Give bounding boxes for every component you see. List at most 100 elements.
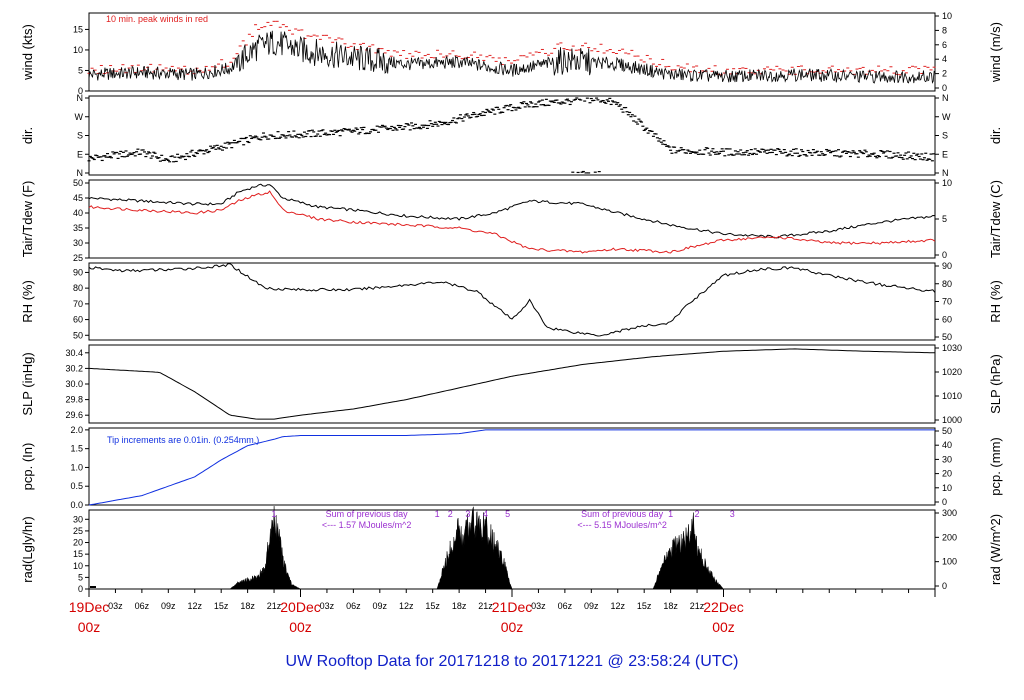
time-tick-label: 21z	[478, 601, 493, 611]
day-label-date: 19Dec	[69, 599, 109, 615]
radiation-area	[89, 506, 935, 590]
time-tick-label: 03z	[108, 601, 123, 611]
temperature-ytick-label-left: 25	[73, 253, 83, 263]
pressure-ytick-label-left: 30.0	[65, 379, 83, 389]
day-label-date: 22Dec	[703, 599, 743, 615]
pressure-ytick-label-right: 1010	[942, 391, 962, 401]
wind-speed-line	[88, 30, 936, 84]
wind-ytick-label-left: 15	[73, 24, 83, 34]
precipitation-ytick-label-right: 50	[942, 426, 952, 436]
precipitation-ytick-label-left: 1.5	[70, 444, 83, 454]
precipitation-ytick-label-right: 40	[942, 440, 952, 450]
radiation-ytick-label-right: 100	[942, 557, 957, 567]
dewpoint-line	[88, 190, 936, 254]
pressure-ytick-label-left: 30.4	[65, 348, 83, 358]
temperature-ytick-label-left: 45	[73, 193, 83, 203]
radiation-ytick-label-left: 30	[73, 514, 83, 524]
time-tick-label: 12z	[610, 601, 625, 611]
temperature-ytick-label-right: 5	[942, 214, 947, 224]
temperature-ytick-label-left: 30	[73, 238, 83, 248]
time-tick-label: 21z	[690, 601, 705, 611]
precipitation-line	[88, 429, 935, 506]
wind-ytick-label-right: 10	[942, 11, 952, 21]
radiation-peak-label: 3	[730, 509, 735, 519]
direction-ytick-label-right: E	[942, 149, 948, 159]
day-label-hour: 00z	[289, 619, 312, 635]
time-tick-label: 18z	[663, 601, 678, 611]
humidity-ytick-label-left: 90	[73, 267, 83, 277]
day-label-date: 21Dec	[492, 599, 532, 615]
precip-annotation: Tip increments are 0.01in. (0.254mm.)	[107, 435, 259, 445]
wind-ylabel-right: wind (m/s)	[988, 22, 1003, 83]
time-tick-label: 06z	[346, 601, 361, 611]
radiation-peak-label: 1	[272, 509, 277, 519]
humidity-ylabel-left: RH (%)	[20, 280, 35, 323]
humidity-ytick-label-left: 60	[73, 315, 83, 325]
precipitation-ytick-label-right: 20	[942, 469, 952, 479]
pressure-ytick-label-left: 30.2	[65, 363, 83, 373]
time-tick-label: 06z	[135, 601, 150, 611]
panel-precipitation: pcp. (In) pcp. (mm) 0.0 0.5 1.0 1.5 2.0 0 10 20 30…	[20, 425, 1003, 510]
radiation-ytick-label-right: 0	[942, 581, 947, 591]
time-axis: 03z 06z 09z 12z 15z 18z 21z 03z 06z 09z 12z 15z 18z 2…	[69, 589, 936, 635]
temperature-ytick-label-left: 40	[73, 208, 83, 218]
radiation-ylabel-left: rad(Lgly/hr)	[20, 516, 35, 582]
humidity-ylabel-right: RH (%)	[988, 280, 1003, 323]
radiation-peak-label: 2	[448, 509, 453, 519]
pressure-ytick-label-right: 1000	[942, 415, 962, 425]
radiation-peak-label: 2	[695, 509, 700, 519]
time-tick-label: 12z	[399, 601, 414, 611]
radiation-ytick-label-right: 200	[942, 532, 957, 542]
temperature-ylabel-left: Tair/Tdew (F)	[20, 181, 35, 258]
direction-ytick-label-left: E	[77, 149, 83, 159]
precipitation-ylabel-left: pcp. (In)	[20, 443, 35, 491]
radiation-ytick-label-right: 300	[942, 508, 957, 518]
wind-frame	[88, 12, 936, 92]
direction-ylabel-right: dir.	[988, 127, 1003, 144]
time-tick-label: 15z	[425, 601, 440, 611]
temperature-ytick-label-left: 50	[73, 178, 83, 188]
air-temperature-line	[88, 183, 936, 239]
direction-ytick-label-left: N	[77, 93, 84, 103]
direction-ytick-label-left: S	[77, 131, 83, 141]
direction-ytick-label-right: W	[942, 112, 951, 122]
wind-ytick-label-right: 8	[942, 25, 947, 35]
humidity-ytick-label-right: 90	[942, 261, 952, 271]
radiation-ytick-label-left: 0	[78, 584, 83, 594]
humidity-ytick-label-right: 50	[942, 332, 952, 342]
precipitation-ylabel-right: pcp. (mm)	[988, 437, 1003, 496]
humidity-ytick-label-left: 70	[73, 299, 83, 309]
precipitation-ytick-label-left: 2.0	[70, 425, 83, 435]
humidity-line	[88, 263, 936, 337]
radiation-peak-label: 3	[465, 509, 470, 519]
radiation-ytick-label-left: 5	[78, 572, 83, 582]
radiation-ytick-label-left: 15	[73, 549, 83, 559]
direction-ytick-label-right: N	[942, 168, 949, 178]
time-tick-label: 15z	[637, 601, 652, 611]
wind-ytick-label-left: 5	[78, 65, 83, 75]
humidity-ytick-label-right: 80	[942, 279, 952, 289]
time-tick-label: 03z	[320, 601, 335, 611]
time-tick-label: 18z	[452, 601, 467, 611]
humidity-ytick-label-right: 60	[942, 314, 952, 324]
radiation-peak-label: 5	[505, 509, 510, 519]
direction-ytick-label-left: W	[75, 112, 84, 122]
wind-ytick-label-left: 10	[73, 45, 83, 55]
panel-radiation: rad(Lgly/hr) rad (W/m^2)05101520253001002…	[20, 506, 1003, 594]
temperature-ytick-label-right: 0	[942, 250, 947, 260]
precipitation-ytick-label-right: 10	[942, 483, 952, 493]
radiation-peak-label: 1	[435, 509, 440, 519]
wind-ytick-label-left: 0	[78, 86, 83, 96]
radiation-sum-note-title: Sum of previous day	[581, 509, 664, 519]
radiation-ylabel-right: rad (W/m^2)	[988, 514, 1003, 585]
wind-ytick-label-right: 4	[942, 54, 947, 64]
panel-pressure: SLP (inHg) SLP (hPa) 29.6 29.8 30.0 30.2 30.4 1…	[20, 343, 1003, 425]
humidity-ytick-label-left: 80	[73, 283, 83, 293]
radiation-peak-label: 4	[483, 509, 488, 519]
direction-ytick-label-right: S	[942, 131, 948, 141]
temperature-ytick-label-right: 10	[942, 178, 952, 188]
wind-annotation: 10 min. peak winds in red	[106, 14, 208, 24]
